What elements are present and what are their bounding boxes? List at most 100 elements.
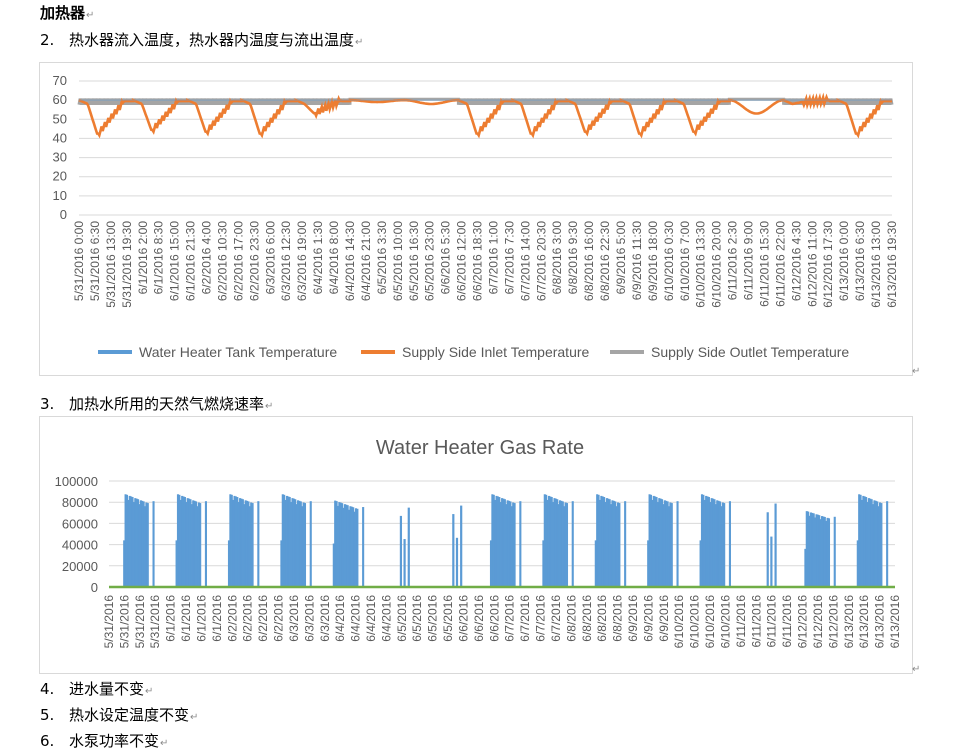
bar <box>229 494 232 587</box>
bar <box>298 500 301 587</box>
x-tick-label: 6/4/2016 1:30 <box>311 221 325 295</box>
bar <box>137 499 140 587</box>
x-tick-label: 6/2/2016 <box>256 595 270 642</box>
x-tick-label: 5/31/2016 19:30 <box>120 221 134 308</box>
x-tick-label: 5/31/2016 6:30 <box>88 221 102 301</box>
bar <box>870 499 873 587</box>
x-tick-label: 6/13/2016 <box>888 595 902 649</box>
x-tick-label: 6/11/2016 22:00 <box>773 221 787 307</box>
bar <box>290 502 293 587</box>
list-text: 水泵功率不变 <box>69 732 160 750</box>
bar <box>179 499 182 587</box>
bar <box>145 502 148 587</box>
y-tick-label: 80000 <box>62 495 98 510</box>
paragraph-mark: ↵ <box>265 401 274 412</box>
bar <box>720 506 723 587</box>
bar <box>343 504 346 587</box>
bar <box>867 498 870 587</box>
bar <box>128 495 131 587</box>
bar <box>354 508 358 587</box>
x-tick-label: 5/31/2016 <box>102 595 116 649</box>
bar <box>658 498 661 587</box>
bar <box>601 496 604 587</box>
bar <box>291 498 294 587</box>
list-text: 热水设定温度不变 <box>69 706 190 724</box>
bar <box>403 539 406 587</box>
bar <box>608 499 611 587</box>
bar <box>663 500 666 587</box>
bar <box>605 498 608 587</box>
bar <box>886 501 889 587</box>
bar <box>624 501 627 587</box>
bar <box>565 503 569 587</box>
bar <box>649 494 653 587</box>
x-tick-label: 6/11/2016 <box>780 595 794 648</box>
x-tick-label: 6/6/2016 18:30 <box>471 221 485 301</box>
list-item-6: 6. 水泵功率不变↵ <box>40 730 168 751</box>
x-tick-label: 6/6/2016 12:00 <box>455 221 469 301</box>
x-tick-label: 6/11/2016 <box>734 595 748 648</box>
x-tick-label: 6/3/2016 12:30 <box>279 221 293 301</box>
bar <box>596 494 599 587</box>
x-tick-label: 6/5/2016 3:30 <box>375 221 389 295</box>
x-tick-label: 6/13/2016 <box>857 595 871 649</box>
series-inlet-line <box>78 92 892 139</box>
bar <box>301 506 304 587</box>
bar <box>552 502 555 587</box>
x-tick-label: 6/1/2016 <box>210 595 224 642</box>
bar <box>245 500 249 587</box>
bar <box>560 500 563 587</box>
bar <box>820 516 824 587</box>
x-tick-label: 6/4/2016 14:30 <box>343 221 357 301</box>
bar <box>655 497 658 587</box>
x-tick-label: 6/13/2016 13:00 <box>869 221 883 308</box>
x-tick-label: 5/31/2016 <box>133 595 147 649</box>
bar <box>250 502 253 587</box>
bar <box>865 497 868 587</box>
x-tick-label: 6/8/2016 9:30 <box>566 221 580 295</box>
x-tick-label: 6/13/2016 <box>873 595 887 649</box>
list-number: 6. <box>40 732 55 750</box>
x-tick-label: 6/5/2016 <box>426 595 440 642</box>
bar <box>240 498 243 587</box>
bar <box>127 499 130 587</box>
x-tick-label: 6/11/2016 15:30 <box>758 221 772 307</box>
bar <box>182 496 185 587</box>
bar <box>176 494 180 587</box>
bar <box>131 497 134 587</box>
bar <box>509 501 512 587</box>
bar <box>334 500 337 587</box>
bar <box>519 501 522 587</box>
bar <box>717 500 720 587</box>
bar <box>822 516 825 587</box>
x-tick-label: 6/5/2016 <box>410 595 424 642</box>
document-heading: 加热器↵ <box>40 2 94 23</box>
x-tick-label: 6/9/2016 <box>641 595 655 642</box>
x-tick-label: 6/1/2016 <box>179 595 193 642</box>
legend-label: Supply Side Outlet Temperature <box>651 344 849 360</box>
bar <box>502 498 505 587</box>
bar <box>702 494 705 587</box>
y-tick-label: 10 <box>53 188 67 203</box>
x-tick-label: 6/12/2016 11:00 <box>805 221 819 307</box>
bar <box>124 494 127 587</box>
temperature-chart[interactable]: 0 10 20 30 40 50 60 70 5/31/2016 0:00 5/31/2016 6… <box>39 62 913 376</box>
bar <box>295 504 298 587</box>
paragraph-mark: ↵ <box>355 37 364 48</box>
bar <box>709 502 712 587</box>
x-tick-label: 6/7/2016 20:30 <box>534 221 548 301</box>
bar <box>335 501 338 587</box>
bar <box>505 504 508 587</box>
x-tick-label: 6/11/2016 2:30 <box>726 221 740 301</box>
bar <box>499 502 502 587</box>
gas-rate-chart[interactable]: Water Heater Gas Rate 0 20000 40000 60000 800… <box>39 416 913 674</box>
bar <box>873 500 876 587</box>
x-tick-label: 6/11/2016 <box>765 595 779 648</box>
x-tick-label: 6/13/2016 0:00 <box>837 221 851 301</box>
bar <box>134 498 137 587</box>
x-tick-label: 6/11/2016 9:00 <box>742 221 756 301</box>
bar <box>878 502 882 587</box>
x-tick-label: 6/8/2016 16:00 <box>582 221 596 301</box>
bar <box>143 506 147 587</box>
bar <box>257 501 260 587</box>
